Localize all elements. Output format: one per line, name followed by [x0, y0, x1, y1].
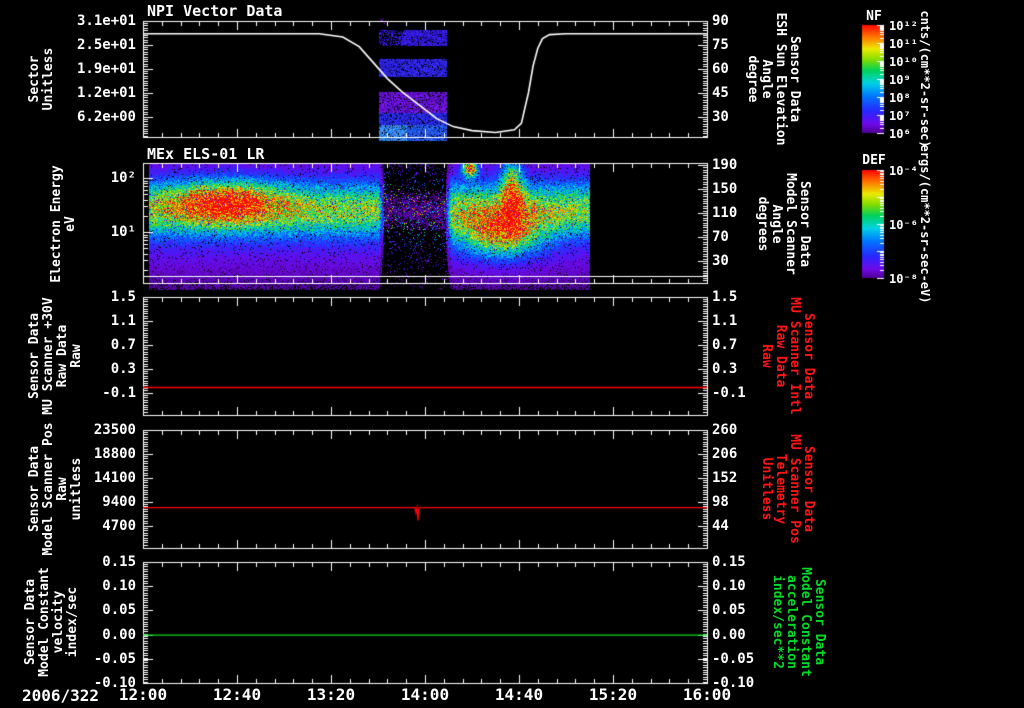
- panel2-right-tick-label: 30: [712, 253, 729, 269]
- panel5-right-tick-label: -0.10: [712, 675, 755, 691]
- panel1-right-tick-label: 90: [712, 13, 729, 29]
- panel5-right-tick-label: 0.00: [712, 626, 746, 643]
- panel1-left-tick-label: 2.5e+01: [76, 37, 136, 53]
- panel2-left-tick-label: 10²: [110, 170, 136, 186]
- panel2-left-tick-label: 10¹: [110, 224, 136, 240]
- panel5-left-tick-label: -0.05: [93, 650, 136, 667]
- panel4-right-tick-label: 98: [712, 494, 729, 510]
- panel4-left-tick-label: 23500: [93, 422, 136, 438]
- panel3-right-tick-label: 0.7: [712, 337, 738, 353]
- panel2-right-tick-label: 150: [712, 181, 738, 197]
- panel1-title: NPI Vector Data: [147, 2, 283, 20]
- colorbar-def-title: DEF: [862, 153, 886, 168]
- panel1-right-tick-label: 75: [712, 37, 729, 53]
- panel4-left-tick-label: 14100: [93, 470, 136, 486]
- x-axis-tick-label: 13:20: [306, 685, 356, 704]
- panel5-right-tick-label: 0.15: [712, 554, 746, 570]
- colorbar-nf-title: NF: [866, 9, 882, 24]
- panel3-left-tick-label: 1.5: [110, 289, 136, 305]
- panel4-right-tick-label: 44: [712, 518, 729, 534]
- panel2-right-tick-label: 70: [712, 229, 729, 245]
- x-axis-date-label: 2006/322: [22, 686, 100, 705]
- panel1-right-tick-label: 30: [712, 109, 729, 125]
- panel2-title: MEx ELS-01 LR: [147, 145, 265, 163]
- panel1-right-tick-label: 45: [712, 85, 729, 101]
- panel5-left-tick-label: 0.15: [102, 554, 136, 570]
- panel3-left-tick-label: 0.3: [110, 361, 136, 377]
- panel2-right-tick-label: 110: [712, 205, 738, 221]
- colorbar-nf-tick-label: 10⁶: [889, 127, 911, 141]
- colorbar-def-tick-label: 10⁻⁸: [889, 272, 918, 286]
- panel3-right-tick-label: -0.1: [712, 385, 746, 401]
- x-axis-tick-label: 16:00: [682, 685, 732, 704]
- panel1-left-tick-label: 3.1e+01: [76, 13, 136, 29]
- panel5-left-tick-label: 0.10: [102, 578, 136, 595]
- panel3-right-tick-label: 1.1: [712, 313, 738, 329]
- panel5-right-tick-label: -0.05: [712, 650, 755, 667]
- panel4-right-tick-label: 260: [712, 422, 738, 438]
- panel5-left-tick-label: 0.05: [102, 602, 136, 619]
- panel1-left-tick-label: 1.9e+01: [76, 61, 136, 77]
- colorbar-def-tick-label: 10⁻⁴: [889, 164, 918, 178]
- colorbar-def-tick-label: 10⁻⁶: [889, 218, 918, 232]
- panel5-left-tick-label: -0.10: [93, 675, 136, 691]
- panel4-left-tick-label: 18800: [93, 446, 136, 462]
- x-axis-tick-label: 12:40: [212, 685, 262, 704]
- x-axis-tick-label: 12:00: [118, 685, 168, 704]
- colorbar-nf-tick-label: 10⁹: [889, 73, 911, 87]
- panel3-left-tick-label: -0.1: [102, 385, 136, 401]
- panel5-right-tick-label: 0.05: [712, 602, 746, 619]
- colorbar-nf-tick-label: 10⁷: [889, 109, 911, 123]
- panel3-left-tick-label: 1.1: [110, 313, 136, 329]
- panel4-left-tick-label: 4700: [102, 518, 136, 534]
- panel4-right-tick-label: 152: [712, 470, 738, 486]
- colorbar-nf-tick-label: 10¹²: [889, 19, 918, 33]
- panel2-right-tick-label: 190: [712, 157, 738, 173]
- panel5-left-tick-label: 0.00: [102, 626, 136, 643]
- panel4-left-tick-label: 9400: [102, 494, 136, 510]
- panel4-left-axis-label: Sensor Data Model Scanner Pos Raw unitle…: [27, 422, 84, 556]
- panel1-left-tick-label: 6.2e+00: [76, 109, 136, 125]
- x-axis-tick-label: 15:20: [588, 685, 638, 704]
- panel3-right-tick-label: 1.5: [712, 289, 738, 305]
- panel4-right-tick-label: 206: [712, 446, 738, 462]
- panel1-right-axis-label: Sensor Data ESH Sun Elevation Angle degr…: [745, 12, 802, 146]
- colorbar-nf-tick-label: 10¹¹: [889, 37, 918, 51]
- panel1-right-tick-label: 60: [712, 61, 729, 77]
- panel5-right-tick-label: 0.10: [712, 578, 746, 595]
- x-axis-tick-label: 14:00: [400, 685, 450, 704]
- colorbar-nf-tick-label: 10¹⁰: [889, 55, 918, 69]
- x-axis-tick-label: 14:40: [494, 685, 544, 704]
- colorbar-nf-tick-label: 10⁸: [889, 91, 911, 105]
- panel1-left-axis-label: Sector Unitless: [27, 47, 56, 111]
- panel3-left-tick-label: 0.7: [110, 337, 136, 353]
- panel1-left-tick-label: 1.2e+01: [76, 85, 136, 101]
- panel3-right-tick-label: 0.3: [712, 361, 738, 377]
